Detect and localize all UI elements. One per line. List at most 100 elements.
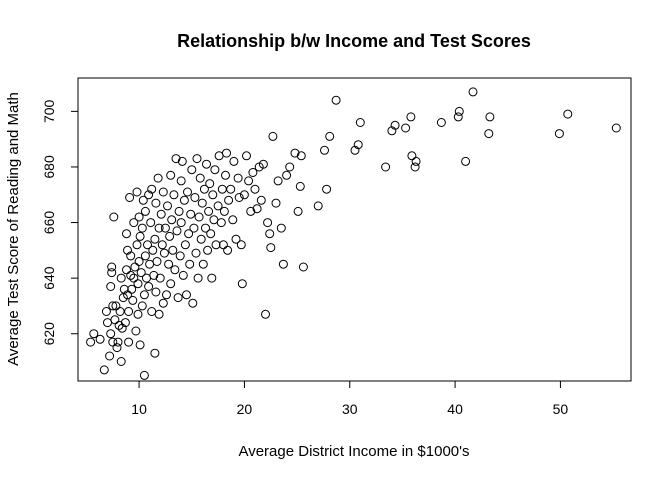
data-point [99,365,109,375]
data-point [242,151,251,161]
data-point [124,337,134,347]
data-point [136,268,146,278]
data-point [179,195,189,205]
data-point [137,301,147,311]
data-point [144,190,154,200]
data-point [204,206,214,216]
data-point [231,234,241,244]
x-tick-label: 40 [447,401,463,417]
data-point [124,307,134,316]
data-point [211,240,221,250]
data-point [221,170,230,180]
data-point [114,320,124,330]
data-point [390,120,400,130]
data-point [296,151,306,161]
data-point [138,195,148,205]
data-point [406,112,416,122]
data-point [137,223,147,233]
data-point [107,268,117,278]
data-point [144,282,154,291]
data-point [147,307,157,316]
data-point [146,218,156,228]
data-point [101,307,111,316]
data-point [263,218,273,228]
data-point [216,218,226,228]
data-point [237,279,247,289]
data-point [461,156,471,166]
data-point [196,234,206,244]
data-point [182,290,191,300]
x-tick-label: 10 [131,401,147,417]
data-point [103,318,112,328]
y-tick-label: 620 [41,322,57,346]
data-point [148,245,158,255]
data-point [194,212,204,222]
data-point [401,123,411,133]
data-point [239,190,249,200]
data-point [177,156,187,166]
data-point [110,315,120,325]
data-point [278,259,288,269]
data-point [202,159,211,169]
y-tick-label: 700 [41,99,57,123]
data-point [143,240,152,250]
data-point [139,290,149,300]
data-point [134,212,144,222]
x-tick-label: 20 [237,401,253,417]
data-point [258,159,268,169]
y-tick-label: 660 [41,211,57,235]
data-point [197,198,207,208]
data-point [165,231,175,241]
data-point [122,265,131,275]
data-point [214,151,224,161]
data-point [176,176,186,186]
data-point [173,293,183,303]
data-point [135,340,145,350]
data-point [295,181,305,191]
data-point [226,184,236,194]
data-point [228,215,238,225]
data-point [554,129,564,139]
data-point [134,257,144,266]
data-point [172,226,182,236]
data-point [106,329,116,339]
data-point [185,259,195,269]
x-axis-label: Average District Income in $1000's [238,443,469,460]
data-point [454,106,464,116]
data-point [265,229,275,239]
data-point [113,337,123,347]
data-point [156,209,166,219]
data-point [256,195,266,205]
data-point [208,190,218,200]
data-point [188,298,198,308]
data-point [139,370,149,380]
data-point [119,284,129,294]
data-point [107,262,117,272]
data-point [381,162,391,172]
data-point [129,218,139,228]
data-point [246,206,256,216]
data-point [128,295,138,305]
data-point [198,259,208,269]
data-point [320,145,329,155]
data-point [322,184,332,194]
data-point [131,326,141,336]
data-point [168,245,178,255]
data-point [276,223,286,233]
data-point [485,112,495,122]
data-point [484,129,494,139]
y-tick-label: 640 [41,266,57,290]
x-tick-label: 50 [553,401,569,417]
data-point [142,273,151,283]
data-point [205,179,215,189]
data-point [187,165,197,175]
data-point [190,193,200,202]
data-point [152,257,162,266]
data-point [203,245,213,255]
data-point [209,215,219,225]
data-point [166,170,176,180]
data-point [193,273,203,283]
data-point [149,270,159,280]
data-point [213,201,223,211]
y-axis-label: Average Test Score of Reading and Math [5,92,22,366]
